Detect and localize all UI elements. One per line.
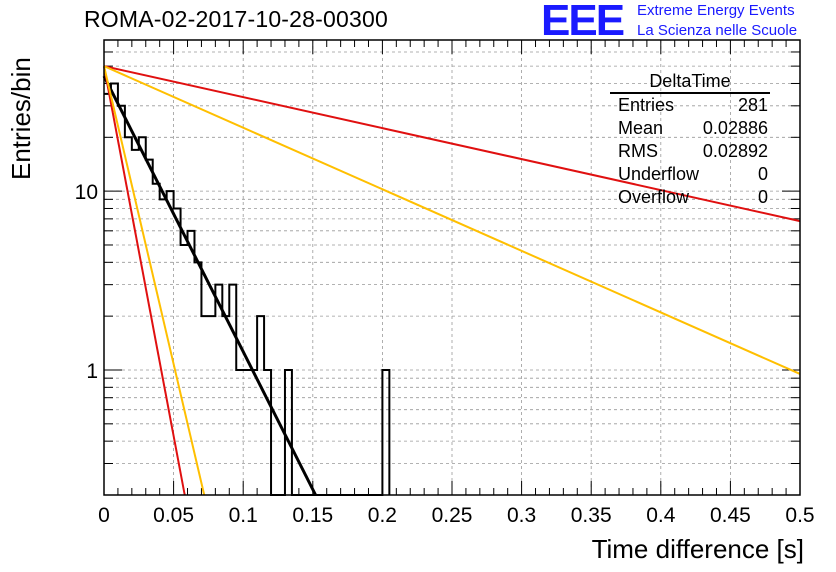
logo-line-1: Extreme Energy Events (637, 2, 795, 19)
stats-key: Overflow (618, 187, 690, 207)
eee-logo: EEE (541, 0, 625, 45)
stats-row-rms: RMS 0.02892 (610, 140, 770, 163)
stats-value: 0.02886 (702, 118, 768, 138)
fit-lines (102, 65, 801, 496)
x-tick-label: 0.25 (432, 504, 473, 527)
stats-value: 281 (737, 95, 768, 115)
x-tick-label: 0.1 (229, 504, 258, 527)
stats-key: Underflow (618, 164, 700, 184)
stats-value: 0.02892 (702, 141, 768, 161)
fit-line-4 (103, 65, 186, 496)
stats-box: DeltaTime Entries 281 Mean 0.02886 RMS 0… (610, 70, 780, 209)
stats-title: DeltaTime (610, 70, 770, 94)
stats-value: 0 (757, 164, 768, 184)
stats-row-entries: Entries 281 (610, 94, 770, 117)
y-tick-label: 1 (86, 360, 98, 383)
stats-row-overflow: Overflow 0 (610, 186, 770, 209)
x-tick-labels: 0 0.05 0.1 0.15 0.2 0.25 0.3 0.35 0.4 0.45 0.5 (98, 504, 814, 527)
fit-line-2 (103, 65, 801, 223)
x-tick-label: 0.45 (710, 504, 751, 527)
x-ticks (103, 40, 801, 495)
plot-frame (103, 39, 801, 496)
stats-key: Mean (618, 118, 664, 138)
y-axis-label: Entries/bin (6, 57, 36, 180)
stats-row-underflow: Underflow 0 (610, 163, 770, 186)
x-tick-label: 0.2 (368, 504, 397, 527)
stats-key: Entries (618, 95, 675, 115)
x-tick-label: 0 (98, 504, 110, 527)
y-tick-labels: 1 10 (75, 181, 98, 383)
x-tick-label: 0.35 (571, 504, 612, 527)
logo-line-2: La Scienza nelle Scuole (637, 22, 798, 39)
x-axis-label: Time difference [s] (591, 534, 804, 564)
x-tick-label: 0.15 (292, 504, 333, 527)
fit-line-3 (103, 65, 801, 375)
fit-line-5 (103, 65, 206, 496)
stats-value: 0 (757, 187, 768, 207)
fit-line-1 (102, 75, 317, 496)
run-title: ROMA-02-2017-10-28-00300 (84, 6, 388, 32)
y-tick-label: 10 (75, 181, 98, 204)
x-tick-label: 0.4 (646, 504, 676, 527)
stats-key: RMS (618, 141, 658, 161)
grid-lines (104, 39, 800, 496)
stats-row-mean: Mean 0.02886 (610, 117, 770, 140)
x-tick-label: 0.05 (153, 504, 194, 527)
y-ticks (104, 39, 800, 496)
x-tick-label: 0.5 (785, 504, 814, 527)
x-tick-label: 0.3 (507, 504, 536, 527)
